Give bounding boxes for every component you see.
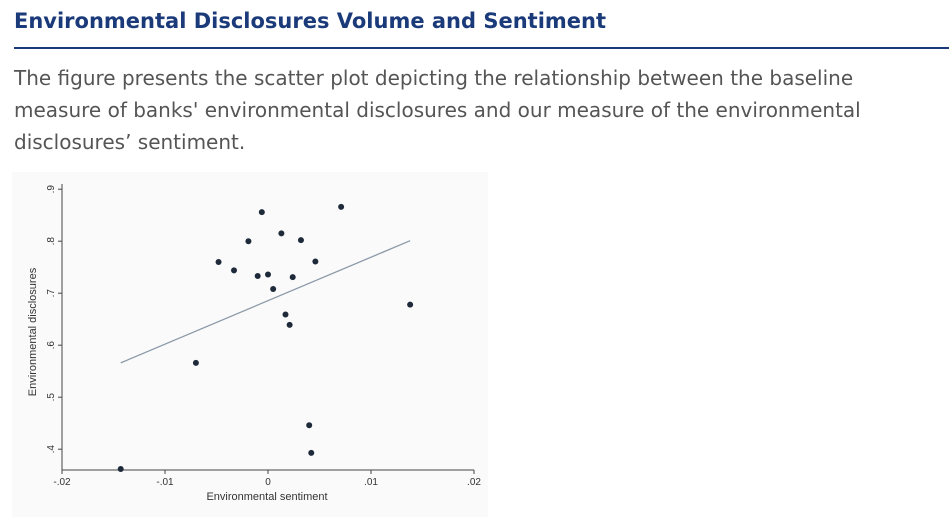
data-point — [117, 465, 124, 472]
header: Environmental Disclosures Volume and Sen… — [14, 0, 949, 36]
x-tick-label: 0 — [265, 477, 271, 488]
y-tick-label: .5 — [46, 393, 57, 402]
data-point — [297, 237, 304, 244]
data-point — [231, 267, 238, 274]
x-tick-label: .02 — [467, 477, 481, 488]
data-point — [282, 311, 289, 318]
data-point — [312, 258, 319, 265]
data-point — [338, 203, 345, 210]
data-point — [306, 422, 313, 429]
y-tick-label: .6 — [46, 341, 57, 350]
data-point — [215, 259, 222, 265]
page-title: Environmental Disclosures Volume and Sen… — [14, 9, 607, 33]
points-group — [117, 203, 414, 472]
title-divider — [14, 47, 949, 49]
chart-axes: -.02 -.01 0 .01 .02 .4 .5 .6 .7 .8 .9 — [46, 184, 481, 488]
data-point — [308, 449, 315, 456]
x-tick-label: .01 — [364, 477, 378, 488]
y-tick-label: .7 — [46, 289, 57, 298]
data-point — [289, 274, 296, 281]
y-tick-label: .4 — [46, 445, 57, 454]
data-point — [254, 273, 261, 280]
data-point — [407, 301, 414, 308]
scatter-chart: -.02 -.01 0 .01 .02 .4 .5 .6 .7 .8 .9 Environmenta… — [27, 184, 481, 503]
chart-container: -.02 -.01 0 .01 .02 .4 .5 .6 .7 .8 .9 Environmenta… — [12, 172, 488, 517]
data-point — [192, 359, 199, 366]
fit-line — [120, 240, 411, 364]
data-point — [278, 230, 285, 237]
y-tick-label: .8 — [46, 237, 57, 246]
x-tick-label: -.01 — [156, 477, 174, 488]
figure-description: The figure presents the scatter plot dep… — [14, 66, 861, 154]
data-point — [245, 238, 252, 245]
y-tick-label: .9 — [46, 185, 57, 194]
y-axis-label: Environmental disclosures — [27, 267, 39, 396]
data-point — [265, 271, 271, 278]
fit-line-group — [120, 240, 411, 364]
data-point — [258, 209, 265, 216]
data-point — [270, 286, 277, 293]
x-tick-label: -.02 — [53, 477, 71, 488]
data-point — [286, 321, 293, 328]
x-axis-label: Environmental sentiment — [206, 491, 327, 503]
